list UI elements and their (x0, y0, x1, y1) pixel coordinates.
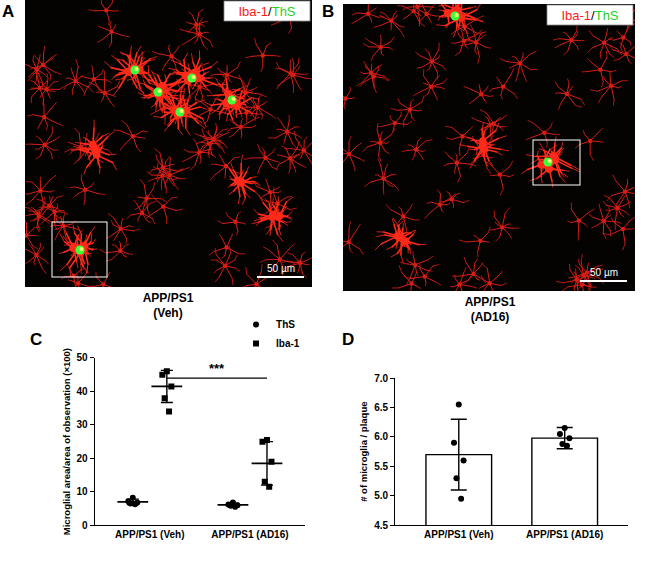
svg-text:APP/PS1 (Veh): APP/PS1 (Veh) (115, 529, 184, 540)
svg-text:ThS: ThS (276, 319, 295, 330)
svg-text:7.0: 7.0 (374, 373, 388, 384)
html-text:A: A (2, 2, 15, 21)
svg-text:10: 10 (76, 486, 88, 497)
svg-text:30: 30 (76, 419, 88, 430)
svg-text:0: 0 (82, 520, 88, 531)
svg-text:6.5: 6.5 (374, 402, 388, 413)
svg-text:5.5: 5.5 (374, 461, 388, 472)
html-text:C: C (30, 330, 43, 349)
html-text:APP/PS1: APP/PS1 (142, 291, 194, 305)
svg-text:Microglial area/area of observ: Microglial area/area of observation (×10… (61, 348, 72, 535)
html-text:D: D (342, 330, 355, 349)
svg-text:Iba-1/ThS: Iba-1/ThS (561, 8, 618, 23)
svg-text:5.0: 5.0 (374, 490, 388, 501)
svg-text:50 µm: 50 µm (590, 267, 618, 278)
svg-text:Iba-1/ThS: Iba-1/ThS (238, 4, 295, 19)
html-text:APP/PS1: APP/PS1 (464, 295, 516, 309)
svg-text:# of microglia / plaque: # of microglia / plaque (358, 402, 369, 502)
svg-text:50 µm: 50 µm (267, 263, 295, 274)
svg-text:6.0: 6.0 (374, 431, 388, 442)
html-text:(AD16): (AD16) (470, 310, 510, 324)
html-text:B: B (322, 2, 335, 21)
svg-text:***: *** (209, 361, 225, 376)
svg-text:50: 50 (76, 352, 88, 363)
svg-text:40: 40 (76, 386, 88, 397)
svg-text:APP/PS1 (Veh): APP/PS1 (Veh) (424, 529, 493, 540)
svg-text:APP/PS1 (AD16): APP/PS1 (AD16) (526, 529, 603, 540)
html-text:(Veh): (Veh) (153, 306, 183, 320)
svg-text:4.5: 4.5 (374, 520, 388, 531)
svg-text:Iba-1: Iba-1 (276, 338, 300, 349)
svg-text:20: 20 (76, 453, 88, 464)
svg-text:APP/PS1 (AD16): APP/PS1 (AD16) (211, 529, 288, 540)
